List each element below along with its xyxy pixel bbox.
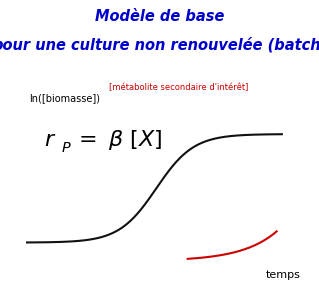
Text: ln([biomasse]): ln([biomasse]) xyxy=(29,93,100,103)
Text: $=\ \beta\ [X]$: $=\ \beta\ [X]$ xyxy=(74,128,163,152)
Text: pour une culture non renouvelée (batch): pour une culture non renouvelée (batch) xyxy=(0,37,319,53)
Text: Modèle de base: Modèle de base xyxy=(95,9,224,24)
Text: $P$: $P$ xyxy=(61,141,71,155)
Text: [métabolite secondaire d'intérêt]: [métabolite secondaire d'intérêt] xyxy=(109,83,249,92)
Text: $r$: $r$ xyxy=(44,130,56,150)
Text: temps: temps xyxy=(265,270,300,280)
